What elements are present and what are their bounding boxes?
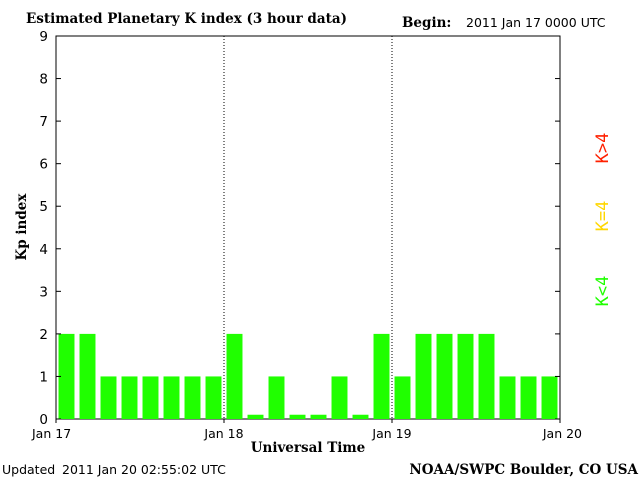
- kp-bar: [373, 333, 390, 419]
- legend-k-below-4: K<4: [593, 276, 613, 307]
- x-axis-label: Universal Time: [251, 440, 366, 456]
- y-tick-label: 6: [39, 157, 48, 173]
- updated-value: 2011 Jan 20 02:55:02 UTC: [62, 462, 226, 477]
- y-tick-label: 7: [39, 114, 48, 130]
- kp-bar: [121, 376, 138, 419]
- kp-bar: [163, 376, 180, 419]
- kp-bar: [184, 376, 201, 419]
- kp-bar: [226, 333, 243, 419]
- x-tick-label: Jan 17: [31, 426, 71, 441]
- y-tick-label: 3: [39, 284, 48, 300]
- legend-k-above-4: K>4: [593, 133, 613, 164]
- kp-bar: [331, 376, 348, 419]
- y-axis-label: Kp index: [14, 193, 30, 261]
- y-tick-label: 8: [39, 72, 48, 88]
- begin-label: Begin:: [402, 15, 451, 31]
- x-tick-label: Jan 19: [371, 426, 411, 441]
- legend: K>4 K=4 K<4: [593, 133, 613, 307]
- kp-bar: [478, 333, 495, 419]
- kp-bar: [457, 333, 474, 419]
- kp-bar: [520, 376, 537, 419]
- bars-group: [58, 333, 558, 419]
- kp-bar: [541, 376, 558, 419]
- kp-bar: [100, 376, 117, 419]
- y-tick-label: 5: [39, 199, 48, 215]
- day-dividers: [223, 36, 393, 419]
- legend-k-equal-4: K=4: [593, 201, 613, 232]
- kp-bar: [415, 333, 432, 419]
- chart-title: Estimated Planetary K index (3 hour data…: [26, 11, 347, 27]
- y-axis-ticks: 0 1 2 3 4 5 6 7 8 9: [39, 29, 560, 428]
- kp-bar: [352, 414, 369, 419]
- plot-area: 0 1 2 3 4 5 6 7 8 9 Jan 17 Jan 18 Jan 19 Jan 20: [31, 29, 582, 441]
- y-tick-label: 2: [39, 327, 48, 343]
- x-axis-ticks: Jan 17 Jan 18 Jan 19 Jan 20: [31, 419, 582, 441]
- kp-bar: [79, 333, 96, 419]
- y-tick-label: 9: [39, 29, 48, 45]
- source-credit: NOAA/SWPC Boulder, CO USA: [409, 462, 638, 478]
- kp-bar: [247, 414, 264, 419]
- y-tick-label: 4: [39, 242, 48, 258]
- kp-bar: [58, 333, 75, 419]
- kp-bar: [499, 376, 516, 419]
- plot-frame: [55, 35, 561, 420]
- kp-bar: [142, 376, 159, 419]
- kp-bar: [310, 414, 327, 419]
- kp-bar: [289, 414, 306, 419]
- x-tick-label: Jan 20: [542, 426, 582, 441]
- x-tick-label: Jan 18: [203, 426, 243, 441]
- kp-bar: [436, 333, 453, 419]
- updated-label: Updated: [2, 462, 55, 477]
- kp-bar: [268, 376, 285, 419]
- y-tick-label: 1: [39, 369, 48, 385]
- begin-value: 2011 Jan 17 0000 UTC: [466, 15, 606, 30]
- kp-bar: [394, 376, 411, 419]
- y-tick-label: 0: [39, 412, 48, 428]
- kp-bar: [205, 376, 222, 419]
